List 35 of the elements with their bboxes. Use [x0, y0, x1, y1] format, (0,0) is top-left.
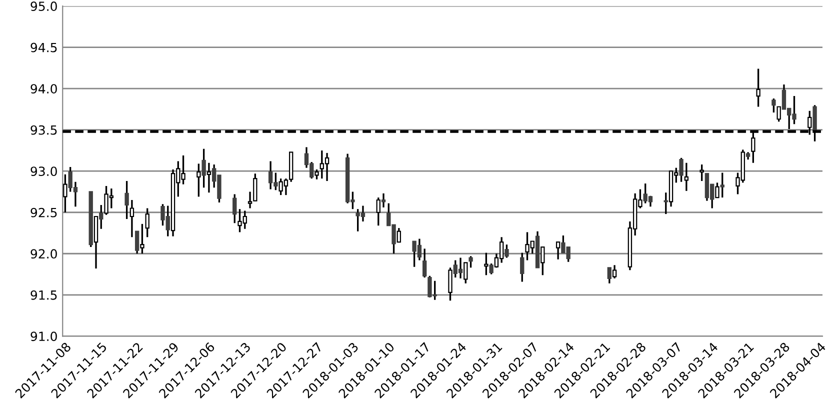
candlestick [206, 162, 212, 194]
y-tick-label: 92.5 [30, 208, 57, 218]
y-tick-label: 95.0 [30, 2, 57, 11]
candlestick [756, 68, 760, 108]
candlestick [776, 106, 781, 122]
candlestick [684, 162, 689, 192]
candlestick [484, 252, 488, 276]
candlestick [396, 227, 402, 243]
y-tick-label: 93.0 [30, 166, 57, 176]
candlestick [772, 98, 776, 114]
y-tick-label: 91.0 [30, 332, 57, 342]
candlestick [232, 193, 237, 224]
candlestick [556, 241, 560, 260]
candlestick [196, 162, 201, 198]
candlestick [520, 252, 524, 283]
candlestick [448, 266, 452, 302]
candlestick [124, 180, 129, 220]
candlestick [140, 223, 144, 254]
y-tick-label: 92.0 [30, 249, 57, 259]
candlestick [612, 264, 617, 280]
candlestick [63, 174, 68, 214]
y-tick-label: 94.0 [30, 84, 57, 94]
candlestick [700, 164, 704, 182]
candlestick [314, 168, 319, 180]
candlestick [422, 248, 427, 278]
y-tick-label: 94.5 [30, 42, 57, 52]
candlestick [464, 262, 468, 284]
candlestick [145, 207, 150, 238]
y-tick-label: 91.5 [30, 290, 57, 300]
candlestick [468, 255, 473, 268]
y-tick-label: 93.5 [30, 125, 57, 135]
candlestick [376, 196, 380, 226]
candlestick [540, 246, 545, 276]
candlestick [715, 182, 720, 198]
candlestick [130, 199, 134, 238]
